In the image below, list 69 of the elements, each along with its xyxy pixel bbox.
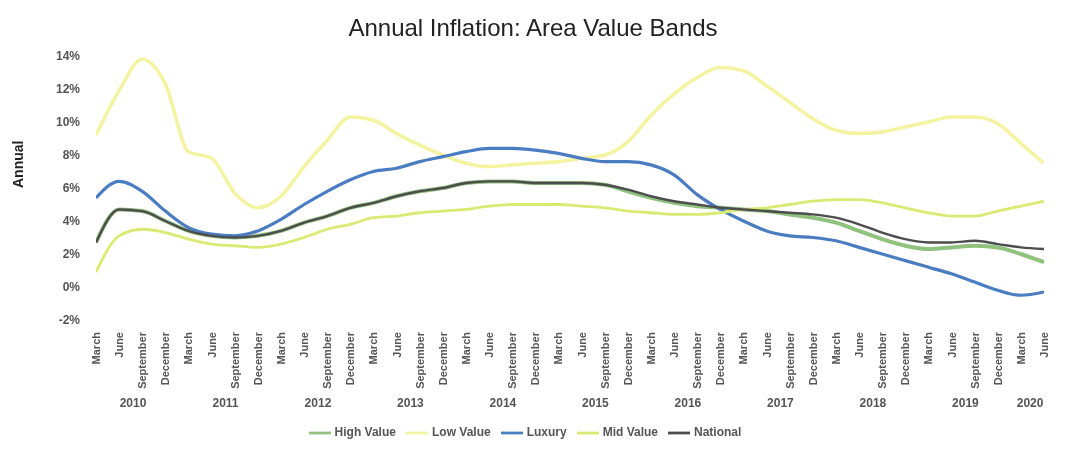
text: 2018: [859, 395, 887, 410]
text: 2019: [952, 395, 980, 410]
x-tick-label: June: [945, 332, 958, 358]
x-tick-label: June: [1038, 332, 1050, 358]
x-tick-label: March: [459, 331, 472, 365]
x-tick-label: September: [506, 331, 519, 389]
x-tick-label: December: [991, 331, 1004, 386]
y-tick-label: 14%: [55, 49, 81, 64]
x-tick-label: March: [274, 331, 287, 365]
x-tick-label: December: [714, 331, 727, 386]
x-tick-label: June: [575, 332, 588, 358]
x-tick-label: December: [529, 331, 542, 386]
x-tick-label: March: [1014, 331, 1027, 365]
x-tick-label: June: [298, 332, 311, 358]
text: 2016: [674, 395, 702, 410]
legend-label: Low Value: [431, 425, 491, 440]
y-tick-label: -2%: [58, 313, 81, 328]
x-tick-label: June: [483, 332, 496, 358]
x-tick-label: December: [899, 331, 912, 386]
y-tick-label: 8%: [62, 148, 81, 163]
x-tick-label: September: [876, 331, 889, 389]
x-tick-label: December: [621, 331, 634, 386]
x-tick-label: December: [344, 331, 357, 386]
x-tick-label: June: [205, 332, 218, 358]
x-tick-label: September: [691, 331, 704, 389]
x-tick-label: December: [806, 331, 819, 386]
text: 2010: [119, 395, 147, 410]
text: 2014: [489, 395, 517, 410]
y-axis-title: Annual: [9, 140, 26, 188]
y-tick-label: 0%: [62, 280, 81, 295]
y-tick-label: 10%: [55, 115, 81, 130]
chart-title: Annual Inflation: Area Value Bands: [347, 13, 719, 43]
x-tick-label: September: [598, 331, 611, 389]
text: 2013: [397, 395, 425, 410]
x-tick-label: March: [922, 331, 935, 365]
x-tick-label: September: [321, 331, 334, 389]
x-tick-label: March: [644, 331, 657, 365]
text: 2011: [212, 395, 239, 410]
x-tick-label: September: [228, 331, 241, 389]
x-tick-label: December: [436, 331, 449, 386]
y-tick-label: 4%: [62, 214, 81, 229]
x-tick-label: March: [182, 331, 195, 365]
legend-label: High Value: [334, 425, 396, 440]
x-tick-label: June: [390, 332, 403, 358]
x-tick-label: September: [783, 331, 796, 389]
x-tick-label: March: [829, 331, 842, 365]
y-tick-label: 2%: [62, 247, 81, 262]
x-tick-label: December: [251, 331, 264, 386]
x-tick-label: March: [90, 331, 102, 365]
x-tick-label: June: [760, 332, 773, 358]
y-tick-label: 6%: [62, 181, 81, 196]
x-tick-label: September: [413, 331, 426, 389]
x-tick-label: December: [159, 331, 172, 386]
x-tick-label: September: [136, 331, 149, 389]
legend-label: Mid Value: [602, 425, 659, 440]
y-tick-label: 12%: [55, 82, 81, 97]
x-tick-label: June: [853, 332, 866, 358]
x-tick-label: March: [367, 331, 380, 365]
x-tick-label: June: [113, 332, 126, 358]
legend-label: Luxury: [526, 425, 567, 440]
text: 2012: [304, 395, 332, 410]
text: 2020: [1016, 395, 1044, 410]
x-tick-label: September: [968, 331, 981, 389]
text: 2017: [767, 395, 795, 410]
text: 2015: [582, 395, 610, 410]
x-tick-label: March: [552, 331, 565, 365]
legend-label: National: [694, 425, 742, 440]
x-tick-label: March: [737, 331, 750, 365]
x-tick-label: June: [668, 332, 681, 358]
